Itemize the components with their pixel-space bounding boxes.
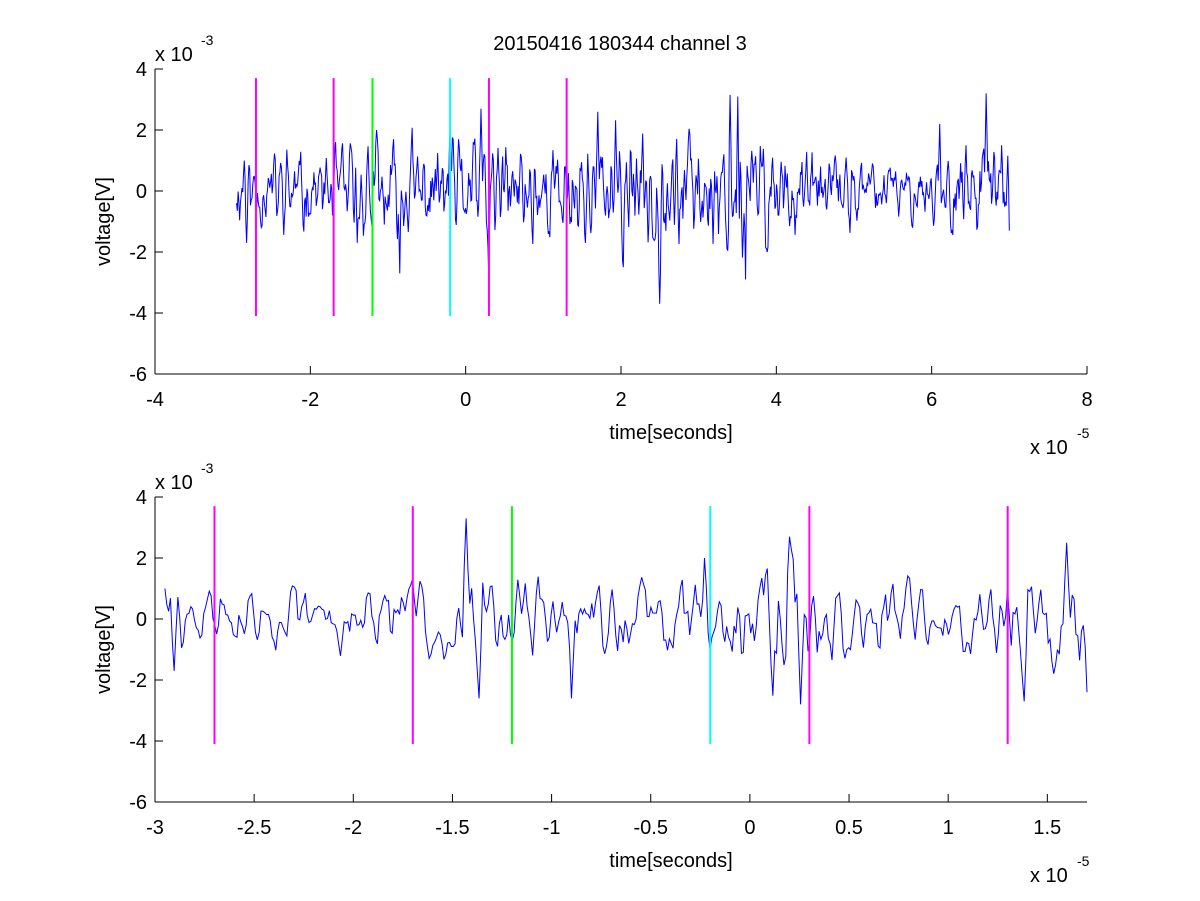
y-multiplier-exponent: -3	[201, 32, 214, 48]
y-tick-label: 0	[136, 181, 147, 203]
signal-trace	[164, 518, 1088, 705]
x-tick-label: 1.5	[1033, 817, 1061, 839]
x-tick-label: -2.5	[237, 817, 271, 839]
x-tick-label: 0	[460, 389, 471, 411]
x-multiplier-exponent: -5	[1077, 425, 1090, 441]
x-tick-label: -1	[543, 817, 561, 839]
y-tick-label: -4	[129, 731, 147, 753]
x-tick-label: -0.5	[634, 817, 668, 839]
y-tick-label: 2	[136, 548, 147, 570]
y-multiplier-label: x 10	[155, 44, 193, 66]
signal-trace	[236, 93, 1010, 304]
x-tick-label: -3	[146, 817, 164, 839]
figure-title: 20150416 180344 channel 3	[493, 33, 747, 55]
y-tick-label: -6	[129, 364, 147, 386]
y-tick-label: 0	[136, 609, 147, 631]
y-tick-label: 4	[136, 487, 147, 509]
x-tick-label: 2	[615, 389, 626, 411]
x-tick-label: 8	[1081, 389, 1092, 411]
x-tick-label: -4	[146, 389, 164, 411]
y-tick-label: -6	[129, 792, 147, 814]
bottom-subplot: -3 -2.5 -2 -1.5 -1 -0.5 0 0.5 1 1.5 -6 -4 -2 0 2 4 time[…	[93, 460, 1090, 887]
y-tick-label: -4	[129, 303, 147, 325]
y-tick-label: 2	[136, 120, 147, 142]
x-axis-label: time[seconds]	[609, 850, 732, 872]
y-axis-label: voltage[V]	[93, 605, 115, 694]
y-tick-label: -2	[129, 670, 147, 692]
x-multiplier-label: x 10	[1030, 437, 1068, 459]
x-tick-label: 0	[744, 817, 755, 839]
x-multiplier-exponent: -5	[1077, 853, 1090, 869]
x-tick-label: 6	[926, 389, 937, 411]
x-tick-label: -2	[301, 389, 319, 411]
x-tick-label: 0.5	[835, 817, 863, 839]
y-axis-label: voltage[V]	[93, 177, 115, 266]
y-tick-label: 4	[136, 59, 147, 81]
y-tick-label: -2	[129, 242, 147, 264]
x-axis-label: time[seconds]	[609, 422, 732, 444]
y-multiplier-exponent: -3	[201, 460, 214, 476]
x-tick-label: -1.5	[435, 817, 469, 839]
y-multiplier-label: x 10	[155, 472, 193, 494]
x-tick-label: -2	[344, 817, 362, 839]
x-multiplier-label: x 10	[1030, 865, 1068, 887]
x-tick-label: 1	[943, 817, 954, 839]
top-subplot: -4 -2 0 2 4 6 8 -6 -4 -2 0 2 4 time[seconds] voltage[V…	[93, 32, 1093, 459]
x-tick-label: 4	[771, 389, 782, 411]
